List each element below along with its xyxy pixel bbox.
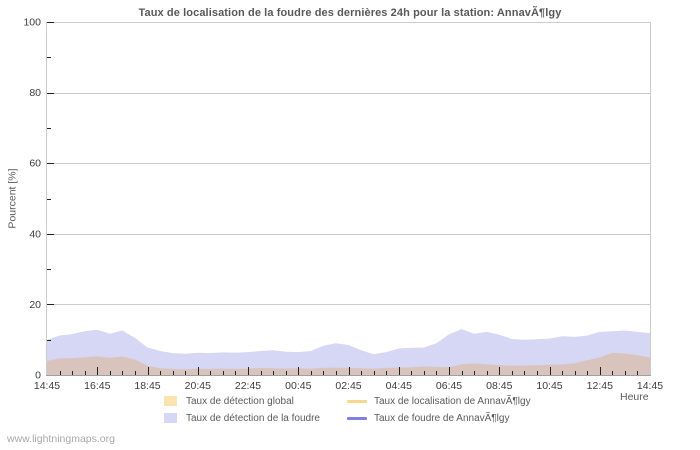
legend-label-localisation: Taux de localisation de AnnavÃ¶lgy bbox=[374, 395, 531, 407]
watermark-link: www.lightningmaps.org bbox=[7, 433, 115, 445]
legend-label-foudre-line: Taux de foudre de AnnavÃ¶lgy bbox=[374, 412, 510, 424]
x-tick-label: 18:45 bbox=[134, 380, 160, 392]
y-tick-label: 100 bbox=[23, 17, 41, 29]
x-tick-label: 06:45 bbox=[436, 380, 462, 392]
y-tick-labels: 0 20 40 60 80 100 bbox=[23, 17, 41, 382]
legend-swatch-localisation-icon bbox=[347, 399, 367, 403]
legend-swatch-detection-global-icon bbox=[164, 396, 177, 406]
x-tick-label: 22:45 bbox=[235, 380, 261, 392]
x-tick-label: 08:45 bbox=[486, 380, 512, 392]
legend-swatch-foudre-line-icon bbox=[347, 416, 367, 420]
x-tick-label: 12:45 bbox=[587, 380, 613, 392]
y-ticks bbox=[47, 22, 54, 341]
legend-column-fills: Taux de détection global Taux de détecti… bbox=[164, 395, 347, 424]
x-tick-label: 20:45 bbox=[185, 380, 211, 392]
y-tick-label: 60 bbox=[29, 158, 41, 170]
y-axis-title: Pourcent [%] bbox=[6, 168, 19, 229]
legend-item-localisation-annavolgy: Taux de localisation de AnnavÃ¶lgy bbox=[347, 395, 531, 407]
x-axis-title: Heure bbox=[620, 391, 649, 403]
x-tick-label: 00:45 bbox=[285, 380, 311, 392]
legend-swatch-detection-foudre-icon bbox=[164, 413, 177, 423]
y-tick-label: 0 bbox=[35, 370, 41, 382]
y-tick-label: 40 bbox=[29, 228, 41, 240]
x-ticks bbox=[60, 367, 638, 375]
x-tick-label: 10:45 bbox=[536, 380, 562, 392]
x-tick-label: 16:45 bbox=[84, 380, 110, 392]
x-tick-label: 02:45 bbox=[335, 380, 361, 392]
x-tick-labels: 14:45 16:45 18:45 20:45 22:45 00:45 02:45 04:45… bbox=[34, 380, 663, 392]
legend-item-foudre-annavolgy: Taux de foudre de AnnavÃ¶lgy bbox=[347, 412, 531, 424]
y-tick-label: 80 bbox=[29, 87, 41, 99]
legend-item-detection-foudre: Taux de détection de la foudre bbox=[164, 412, 347, 424]
x-tick-label: 04:45 bbox=[386, 380, 412, 392]
area-detection-foudre bbox=[47, 329, 650, 375]
legend: Taux de détection global Taux de détecti… bbox=[164, 395, 531, 424]
chart-title: Taux de localisation de la foudre des de… bbox=[138, 7, 562, 19]
legend-label-detection-global: Taux de détection global bbox=[186, 395, 294, 407]
legend-item-detection-global: Taux de détection global bbox=[164, 395, 347, 407]
legend-column-lines: Taux de localisation de AnnavÃ¶lgy Taux … bbox=[347, 395, 531, 424]
x-tick-label: 14:45 bbox=[637, 380, 663, 392]
legend-label-detection-foudre: Taux de détection de la foudre bbox=[186, 412, 320, 424]
y-tick-label: 20 bbox=[29, 299, 41, 311]
x-tick-label: 14:45 bbox=[34, 380, 60, 392]
gridlines bbox=[46, 22, 651, 375]
